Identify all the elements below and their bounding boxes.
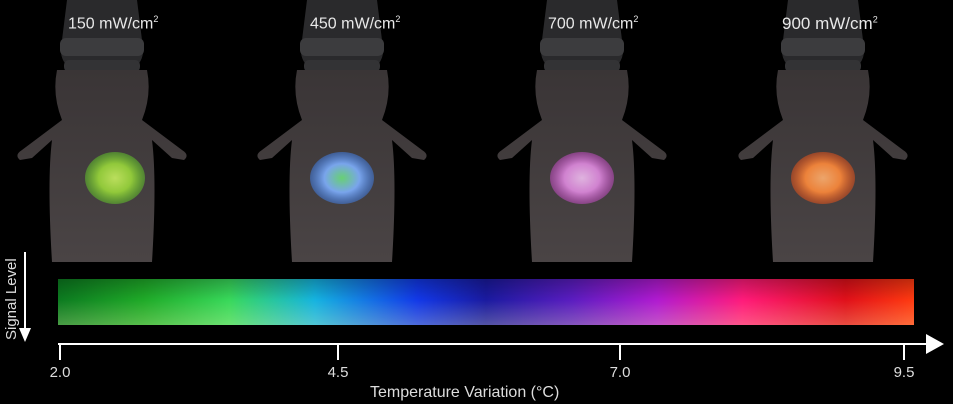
mouse-panel: [252, 0, 432, 262]
tick-label-7-0: 7.0: [609, 364, 631, 381]
tick-label-9-5: 9.5: [893, 364, 915, 381]
power-density-label: 900 mW/cm2: [782, 14, 878, 34]
signal-level-arrow: [19, 252, 31, 342]
tick-label-4-5: 4.5: [327, 364, 349, 381]
mouse-image: [738, 0, 908, 262]
temperature-axis: [58, 334, 944, 360]
mouse-panel: [12, 0, 192, 262]
mouse-image: [17, 0, 187, 262]
mouse-panel: [492, 0, 672, 262]
power-density-value: 700 mW/cm: [548, 15, 634, 33]
temperature-axis-title: Temperature Variation (°C): [370, 384, 560, 401]
power-density-exponent: 2: [633, 14, 639, 24]
power-density-value: 900 mW/cm: [782, 14, 873, 33]
power-density-label: 700 mW/cm2: [548, 14, 638, 33]
mouse-image: [497, 0, 667, 262]
temperature-color-bar: [58, 279, 914, 325]
power-density-exponent: 2: [153, 14, 159, 24]
power-density-exponent: 2: [395, 14, 401, 24]
tick-label-2-0: 2.0: [49, 364, 71, 381]
mouse-panel: [733, 0, 913, 262]
power-density-value: 150 mW/cm: [68, 15, 154, 33]
color-bar-shading: [58, 279, 914, 325]
power-density-label: 150 mW/cm2: [68, 14, 158, 33]
power-density-value: 450 mW/cm: [310, 15, 396, 33]
power-density-exponent: 2: [872, 14, 878, 25]
power-density-label: 450 mW/cm2: [310, 14, 400, 33]
mouse-image: [257, 0, 427, 262]
